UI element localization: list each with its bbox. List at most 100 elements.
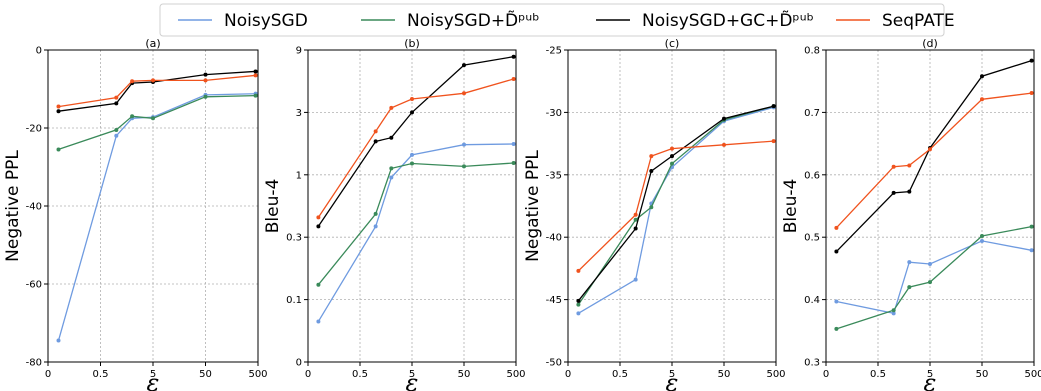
data-point (114, 133, 119, 138)
series-line (317, 162, 514, 286)
data-point (722, 116, 726, 121)
series-line (317, 56, 514, 227)
data-point (253, 93, 258, 98)
y-tick-label: 0.6 (804, 170, 820, 181)
data-point (389, 105, 394, 110)
x-tick-label: 500 (1024, 369, 1041, 380)
data-point (576, 302, 581, 307)
y-tick-label: 0.8 (804, 46, 820, 57)
data-point (670, 154, 674, 159)
data-point (980, 74, 984, 79)
x-tick-label: 0 (565, 369, 571, 380)
data-point (410, 110, 414, 115)
data-point (410, 152, 414, 157)
y-axis-label: Bleu-4 (263, 179, 283, 234)
data-point (130, 79, 135, 84)
legend-frame (159, 3, 945, 37)
y-tick-label: -25 (546, 46, 562, 57)
data-point (928, 280, 932, 285)
x-tick-label: 5 (150, 369, 156, 380)
chart-panel-4: 0 0.5 5 50 500 0.3 0.4 0.5 0.6 0.7 0.8 (d) Bleu-4 ε (781, 37, 1041, 391)
y-tick-label: 0.1 (286, 295, 302, 306)
data-point (151, 78, 155, 83)
x-tick-label: 50 (976, 369, 989, 380)
data-point (511, 141, 516, 146)
y-tick-label: 0 (36, 46, 42, 57)
series-1 (316, 141, 516, 324)
data-point (462, 164, 466, 169)
y-tick-label: -45 (546, 295, 562, 306)
data-point (633, 212, 638, 217)
data-point (253, 73, 258, 78)
series-2 (56, 93, 258, 152)
data-point (203, 94, 208, 99)
series-line (836, 240, 1032, 315)
data-point (410, 161, 414, 166)
data-point (771, 139, 776, 144)
data-point (316, 282, 321, 287)
series-4 (56, 73, 258, 109)
x-tick-label: 5 (669, 369, 675, 380)
data-point (633, 217, 638, 222)
data-point (316, 215, 321, 220)
data-point (114, 127, 119, 132)
series-line (578, 106, 774, 314)
series-3 (316, 54, 516, 229)
legend-label-3: NoisySGD+GC+D̃ᵖᵘᵇ (642, 10, 814, 31)
series-line (577, 105, 774, 302)
series-4 (834, 91, 1034, 230)
series-2 (576, 104, 776, 307)
panel-title: (d) (922, 37, 938, 50)
series-line (58, 74, 256, 108)
data-point (907, 189, 912, 194)
data-point (114, 95, 119, 100)
y-tick-label: -40 (26, 202, 42, 213)
y-axis-label: Negative PPL (523, 150, 543, 262)
y-tick-label: 0.3 (804, 358, 820, 369)
chart-panel-2: 0 0.5 5 50 500 0 0.1 0.3 1 3 9 (b) Bleu-4 ε (263, 37, 526, 391)
data-point (389, 135, 394, 140)
data-point (389, 175, 394, 180)
x-tick-label: 5 (409, 369, 415, 380)
y-tick-label: 1 (296, 170, 302, 181)
x-axis-label: ε (406, 369, 419, 391)
legend-label-4: SeqPATE (882, 11, 955, 31)
x-tick-label: 0 (305, 369, 311, 380)
y-tick-label: 0.5 (804, 233, 820, 244)
legend-label-2: NoisySGD+D̃ᵖᵘᵇ (407, 10, 540, 31)
series-line (836, 225, 1032, 330)
legend-label-1: NoisySGD (224, 11, 308, 31)
y-tick-label: 0 (296, 358, 302, 369)
series-line (58, 70, 256, 112)
x-tick-label: 500 (506, 369, 525, 380)
data-point (389, 166, 394, 171)
series-2 (316, 161, 516, 287)
y-axis-label: Negative PPL (3, 150, 23, 262)
data-point (633, 277, 638, 282)
x-tick-label: 0.5 (93, 369, 109, 380)
x-tick-label: 0 (823, 369, 829, 380)
data-point (253, 69, 258, 74)
data-point (834, 249, 839, 254)
data-point (980, 97, 984, 102)
series-line (577, 140, 774, 272)
series-line (317, 143, 514, 322)
data-point (511, 54, 516, 59)
data-point (373, 139, 378, 144)
data-point (891, 308, 896, 313)
data-point (980, 233, 984, 238)
series-1 (576, 105, 776, 316)
data-point (834, 299, 839, 304)
x-tick-label: 50 (458, 369, 471, 380)
data-point (722, 142, 726, 147)
data-point (56, 109, 61, 114)
chart-panel-3: 0 0.5 5 50 500 -50 -45 -40 -35 -30 -25 (c) Negative … (523, 37, 786, 391)
y-tick-label: 0.4 (804, 295, 820, 306)
data-point (834, 225, 839, 230)
y-tick-label: -20 (26, 124, 42, 135)
x-tick-label: 500 (248, 369, 267, 380)
y-tick-label: -50 (546, 358, 562, 369)
x-tick-label: 50 (199, 369, 212, 380)
y-tick-label: 9 (296, 46, 302, 57)
